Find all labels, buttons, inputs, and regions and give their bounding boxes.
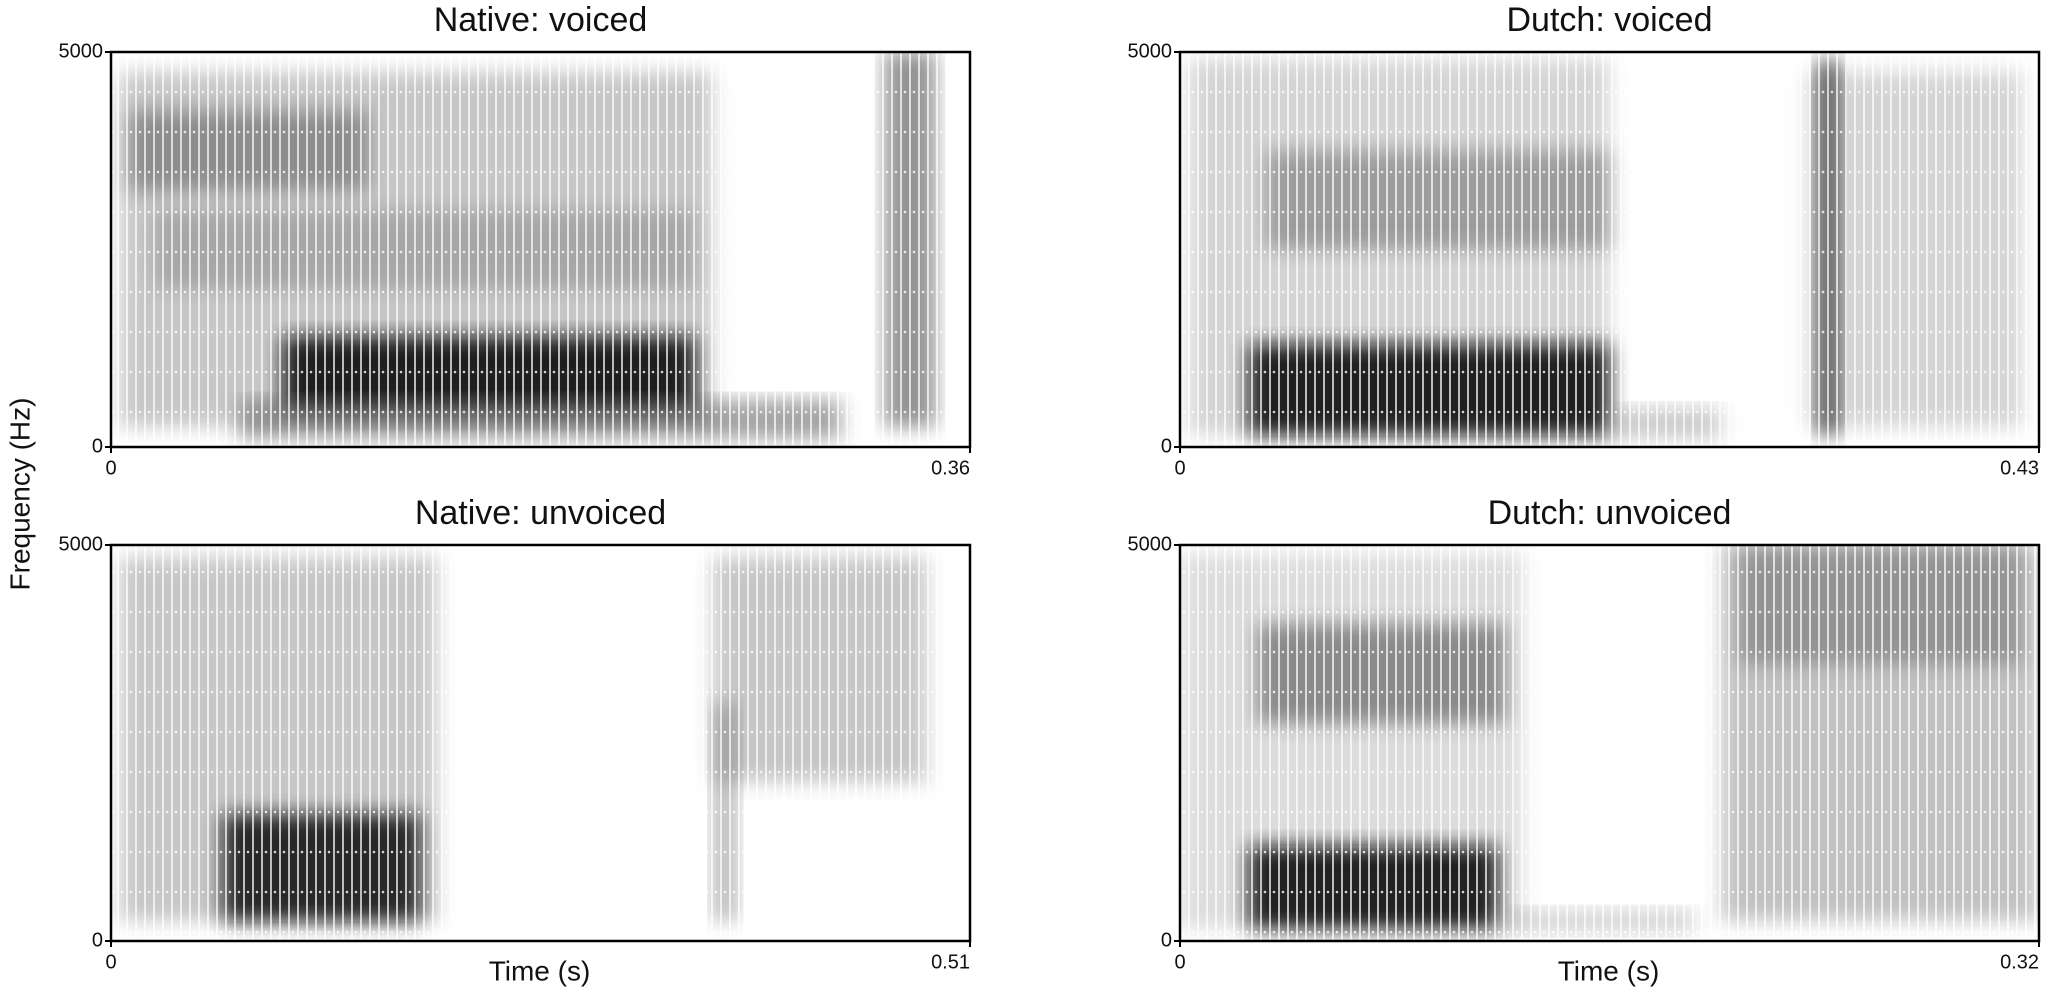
- y-tick-label: 5000: [1128, 533, 1173, 555]
- y-axis-label: Frequency (Hz): [4, 398, 35, 591]
- x-tick-label: 0: [1174, 457, 1185, 479]
- x-tick-label: 0: [105, 951, 116, 973]
- y-tick-label: 5000: [59, 533, 104, 555]
- spectrogram: [1180, 52, 2039, 447]
- plot-frame: [1178, 543, 2041, 943]
- y-tick-label: 5000: [59, 40, 104, 62]
- striations: [1180, 545, 2039, 941]
- panel-title: Native: voiced: [434, 1, 648, 39]
- x-tick-label: 0.36: [931, 457, 970, 479]
- y-tick-label: 0: [92, 929, 103, 951]
- panel-title: Dutch: voiced: [1507, 1, 1713, 39]
- x-tick-label: 0.43: [2000, 457, 2039, 479]
- panel-title: Dutch: unvoiced: [1488, 494, 1732, 532]
- spectrogram: [1180, 545, 2039, 941]
- panel: Native: unvoiced 0 0.51 0 5000 Time (s): [59, 494, 972, 986]
- spectrogram: [111, 52, 970, 447]
- y-tick-label: 0: [1161, 435, 1172, 457]
- x-tick-label: 0: [1174, 951, 1185, 973]
- y-tick-label: 0: [1161, 929, 1172, 951]
- plot-frame: [109, 543, 972, 943]
- y-tick-label: 5000: [1128, 40, 1173, 62]
- plot-frame: [1178, 50, 2041, 449]
- plot-frame: [109, 50, 972, 449]
- x-axis-label: Time (s): [489, 955, 591, 986]
- y-tick-label: 0: [92, 435, 103, 457]
- panel: Native: voiced 0 0.36 0 5000: [59, 1, 972, 479]
- striations: [111, 545, 970, 941]
- striations: [111, 52, 970, 447]
- spectrogram: [111, 545, 970, 941]
- panel: Dutch: voiced 0 0.43 0 5000: [1128, 1, 2041, 479]
- x-axis-label: Time (s): [1558, 955, 1660, 986]
- panel-title: Native: unvoiced: [415, 494, 666, 532]
- x-tick-label: 0.32: [2000, 951, 2039, 973]
- x-tick-label: 0.51: [931, 951, 970, 973]
- panel: Dutch: unvoiced 0 0.32 0 5000 Time (s): [1128, 494, 2041, 986]
- striations: [1180, 52, 2039, 447]
- x-tick-label: 0: [105, 457, 116, 479]
